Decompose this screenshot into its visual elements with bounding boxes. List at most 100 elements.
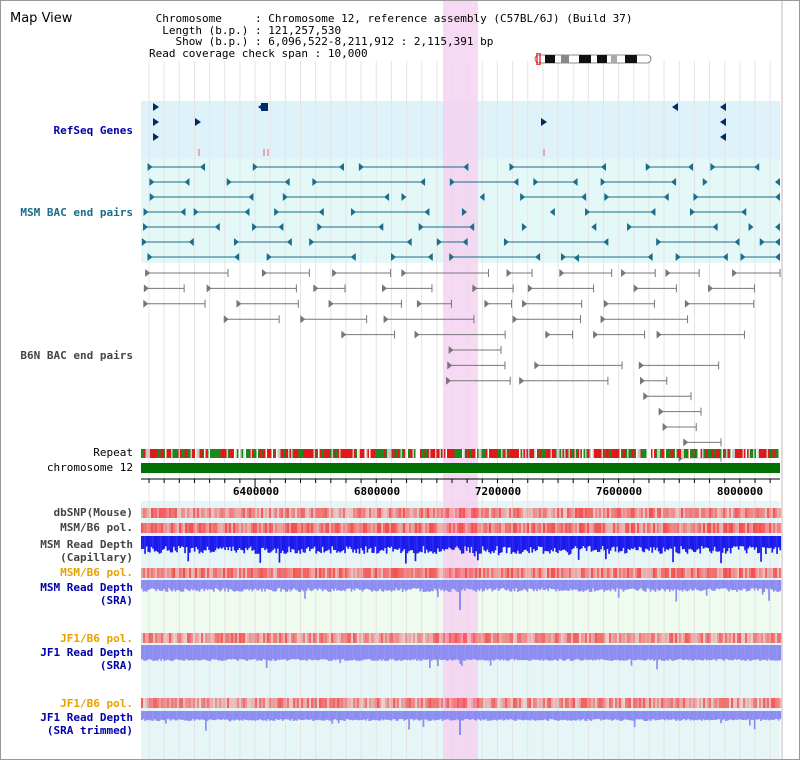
depth-bar bbox=[494, 711, 497, 721]
depth-bar bbox=[355, 711, 358, 720]
depth-bar bbox=[251, 711, 254, 721]
track-label-msm-depth-sra[interactable]: MSM Read Depth bbox=[40, 581, 133, 594]
depth-bar bbox=[597, 536, 599, 552]
depth-bar bbox=[699, 536, 702, 554]
track-label-msm-pol-2[interactable]: MSM/B6 pol. bbox=[60, 566, 133, 579]
depth-bar bbox=[659, 711, 662, 720]
depth-bar bbox=[305, 645, 308, 661]
heat-cell bbox=[383, 698, 386, 708]
depth-bar bbox=[497, 580, 500, 591]
track-label-msm-depth-cap[interactable]: MSM Read Depth bbox=[40, 538, 133, 551]
repeat-segment bbox=[289, 449, 292, 458]
heat-cell bbox=[617, 633, 620, 643]
heat-cell bbox=[651, 523, 654, 533]
heat-cell bbox=[475, 523, 478, 533]
depth-bar bbox=[513, 536, 516, 553]
repeat-segment bbox=[594, 449, 596, 458]
depth-bar bbox=[755, 536, 758, 548]
repeat-segment bbox=[651, 449, 653, 458]
depth-bar bbox=[368, 711, 370, 721]
depth-bar bbox=[750, 580, 753, 589]
depth-bar bbox=[438, 536, 441, 552]
depth-bar bbox=[448, 580, 450, 592]
heat-cell bbox=[743, 508, 746, 518]
repeat-segment bbox=[637, 449, 640, 458]
depth-bar bbox=[689, 711, 692, 721]
depth-bar bbox=[297, 645, 300, 660]
depth-bar bbox=[313, 645, 316, 660]
heat-cell bbox=[559, 568, 562, 578]
depth-bar bbox=[757, 536, 759, 554]
heat-cell bbox=[347, 508, 350, 518]
heat-cell bbox=[303, 633, 306, 643]
depth-bar bbox=[734, 645, 737, 660]
depth-bar bbox=[728, 711, 730, 720]
depth-bar bbox=[352, 645, 354, 661]
depth-bar bbox=[176, 580, 178, 591]
depth-bar bbox=[481, 536, 484, 547]
repeat-segment bbox=[453, 449, 455, 458]
depth-bar bbox=[446, 536, 449, 550]
track-label-jf1-pol-2[interactable]: JF1/B6 pol. bbox=[60, 697, 133, 710]
heat-cell bbox=[211, 568, 214, 578]
depth-bar bbox=[201, 580, 204, 589]
heat-cell bbox=[581, 523, 584, 533]
depth-bar bbox=[672, 580, 674, 591]
depth-bar bbox=[645, 580, 647, 592]
heat-cell bbox=[395, 633, 398, 643]
heat-cell bbox=[625, 523, 628, 533]
repeat-segment bbox=[376, 449, 379, 458]
depth-bar bbox=[742, 536, 745, 547]
depth-bar bbox=[755, 711, 758, 720]
heat-cell bbox=[161, 698, 164, 708]
track-label-dbsnp[interactable]: dbSNP(Mouse) bbox=[53, 506, 133, 519]
track-label-jf1-depth-sra[interactable]: JF1 Read Depth bbox=[40, 646, 133, 659]
heat-cell bbox=[163, 698, 166, 708]
heat-cell bbox=[707, 633, 710, 643]
depth-bar bbox=[384, 711, 386, 720]
depth-bar bbox=[245, 580, 247, 590]
depth-bar bbox=[163, 645, 166, 661]
heat-cell bbox=[461, 698, 464, 708]
depth-bar bbox=[438, 645, 441, 660]
depth-bar bbox=[689, 580, 692, 589]
depth-bar bbox=[486, 711, 489, 721]
repeat-segment bbox=[181, 449, 184, 458]
heat-cell bbox=[253, 523, 256, 533]
depth-bar bbox=[645, 645, 647, 661]
chromosome-ideogram[interactable] bbox=[531, 53, 655, 65]
heat-cell bbox=[145, 633, 148, 643]
depth-bar bbox=[680, 536, 682, 547]
depth-bar bbox=[192, 711, 194, 720]
depth-bar bbox=[253, 711, 255, 721]
bac-end bbox=[147, 163, 153, 171]
bac-end bbox=[266, 253, 272, 261]
depth-bar bbox=[717, 536, 719, 552]
heat-cell bbox=[203, 568, 206, 578]
depth-bar bbox=[205, 711, 207, 731]
heat-cell bbox=[605, 633, 608, 643]
depth-bar bbox=[225, 580, 228, 589]
heat-cell bbox=[409, 523, 412, 533]
track-label-b6n-bac[interactable]: B6N BAC end pairs bbox=[20, 349, 133, 362]
heat-cell bbox=[233, 508, 236, 518]
heat-cell bbox=[249, 508, 252, 518]
depth-bar bbox=[179, 536, 182, 548]
track-label-jf1-pol-1[interactable]: JF1/B6 pol. bbox=[60, 632, 133, 645]
depth-bar bbox=[320, 645, 322, 660]
depth-bar bbox=[641, 711, 644, 720]
heat-cell bbox=[703, 568, 706, 578]
depth-bar bbox=[664, 645, 666, 661]
track-label-refseq[interactable]: RefSeq Genes bbox=[53, 124, 133, 137]
depth-bar bbox=[208, 645, 210, 661]
heat-cell bbox=[603, 568, 606, 578]
depth-bar bbox=[600, 536, 602, 550]
heat-cell bbox=[711, 508, 714, 518]
repeat-segment bbox=[525, 449, 527, 458]
track-label-msm-pol-1[interactable]: MSM/B6 pol. bbox=[60, 521, 133, 534]
heat-cell bbox=[247, 633, 250, 643]
track-label-msm-bac[interactable]: MSM BAC end pairs bbox=[20, 206, 133, 219]
track-label-jf1-depth-trim[interactable]: JF1 Read Depth bbox=[40, 711, 133, 724]
depth-bar bbox=[534, 645, 537, 660]
heat-cell bbox=[345, 523, 348, 533]
